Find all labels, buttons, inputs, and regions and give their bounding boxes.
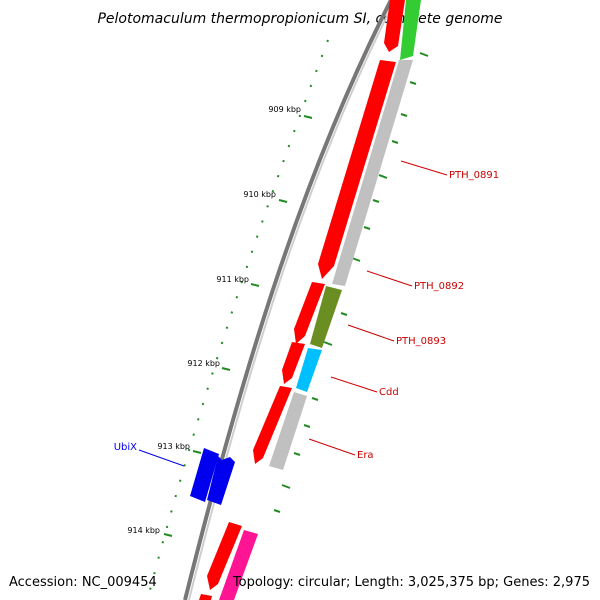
outer-ticks [273, 52, 429, 513]
gene-label-cdd[interactable]: Cdd [379, 387, 399, 398]
gene-feature [253, 386, 292, 464]
outer-tick [419, 52, 429, 57]
gene-label-ubix[interactable]: UbiX [114, 442, 137, 453]
scale-tick [278, 199, 288, 203]
connector-pth0891 [400, 160, 448, 176]
outer-tick [311, 397, 319, 401]
scale-tick-label: 912 kbp [187, 359, 220, 368]
connector-pth0893 [347, 324, 395, 342]
scale-tick [221, 367, 231, 371]
outer-tick [323, 341, 333, 346]
genome-summary-text: Topology: circular; Length: 3,025,375 bp… [232, 575, 590, 590]
gene-label-era[interactable]: Era [357, 450, 374, 461]
outer-tick [363, 226, 371, 230]
outer-tick [378, 174, 388, 179]
connector-era [308, 438, 356, 456]
connector-pth0892 [366, 270, 413, 287]
connector-cdd [330, 376, 378, 393]
gene-label-pth0892[interactable]: PTH_0892 [414, 281, 464, 292]
gene-label-pth0893[interactable]: PTH_0893 [396, 336, 446, 347]
label-connectors [138, 160, 448, 467]
outer-tick [372, 199, 380, 203]
outer-tick [391, 140, 399, 144]
scale-tick [303, 115, 313, 119]
outer-tick [303, 424, 311, 428]
gene-feature [199, 594, 212, 600]
accession-text: Accession: NC_009454 [9, 575, 157, 590]
outer-tick [281, 484, 291, 489]
scale-tick-label: 909 kbp [268, 105, 301, 114]
outer-tick [273, 509, 281, 513]
map-title: Pelotomaculum thermopropionicum SI, comp… [97, 11, 502, 27]
gene-feature [269, 392, 307, 470]
cds-track-forward [199, 0, 405, 600]
gene-feature [310, 286, 342, 348]
gene-feature [332, 60, 413, 286]
gene-labels: PTH_0891 PTH_0892 PTH_0893 Cdd Era UbiX [114, 170, 499, 461]
gene-feature [219, 530, 258, 600]
scale-tick-label: 914 kbp [127, 526, 160, 535]
gene-feature [384, 0, 405, 52]
scale-tick-label: 910 kbp [243, 190, 276, 199]
scale-ticks [163, 115, 313, 537]
scale-tick-label: 913 kbp [157, 442, 190, 451]
outer-tick [409, 81, 417, 85]
gene-feature-ubix [190, 448, 219, 502]
scale-dotted-track [149, 39, 329, 591]
connector-ubix [138, 449, 185, 467]
outer-tick [400, 113, 408, 117]
scale-tick-labels: 909 kbp 910 kbp 911 kbp 912 kbp 913 kbp … [127, 105, 301, 535]
gene-feature [282, 342, 305, 384]
outer-tick [340, 312, 348, 316]
gene-feature [296, 348, 322, 392]
scale-tick [192, 450, 202, 454]
scale-tick-label: 911 kbp [216, 275, 249, 284]
scale-tick [250, 283, 260, 287]
scale-tick [163, 533, 173, 537]
ubix-features [190, 448, 235, 505]
gene-feature [207, 522, 242, 590]
gene-feature [400, 0, 421, 60]
outer-tick [351, 257, 361, 262]
feature-track-reverse [219, 0, 421, 600]
gene-label-pth0891[interactable]: PTH_0891 [449, 170, 499, 181]
gene-feature-ubix [207, 456, 235, 505]
gene-feature [294, 282, 325, 344]
gene-feature [318, 60, 396, 279]
outer-tick [293, 452, 301, 456]
backbone-light [188, 0, 396, 600]
backbone-dark [183, 0, 393, 600]
